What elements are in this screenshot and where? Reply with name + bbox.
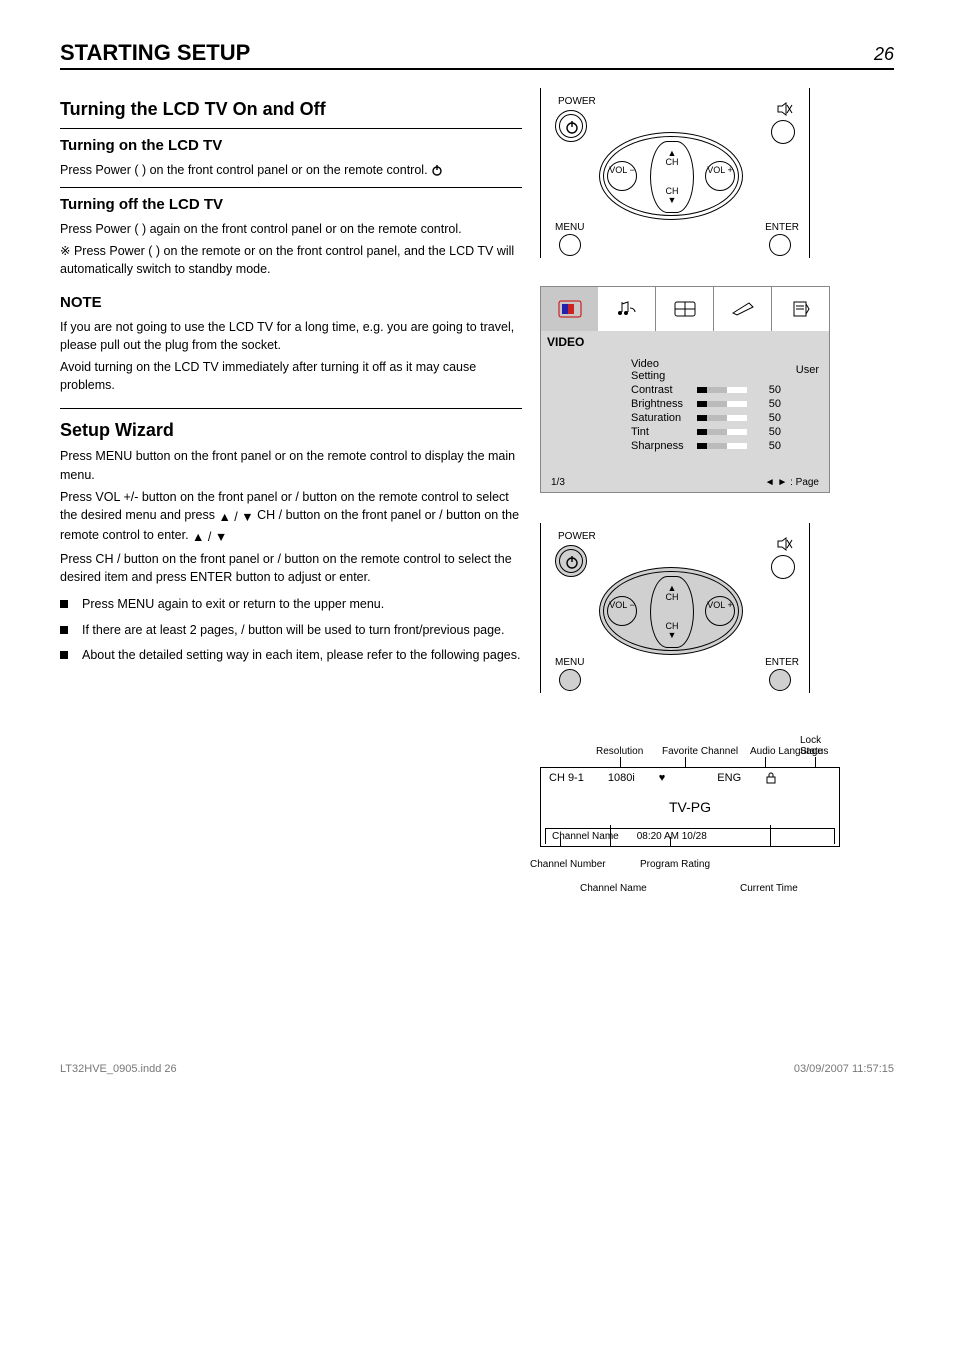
note-2: Avoid turning on the LCD TV immediately …: [60, 358, 522, 394]
heart-icon: ♥: [659, 772, 666, 787]
enter-button: [769, 234, 791, 256]
sub-off: Turning off the LCD TV: [60, 194, 522, 216]
mute-button: [771, 555, 795, 579]
note-1: If you are not going to use the LCD TV f…: [60, 318, 522, 354]
p-off-1: Press Power ( ) again on the front contr…: [60, 220, 522, 238]
p-off-2: ※ Press Power ( ) on the remote or on th…: [60, 242, 522, 278]
banner-aud: ENG: [717, 772, 741, 787]
p-on: Press Power ( ) on the front control pan…: [60, 161, 522, 181]
osd-hint: ◄ ► : Page: [765, 477, 819, 488]
remote-diagram-2: POWER ▲CH CH▼ VOL − VOL +: [540, 523, 810, 693]
enter-button: [769, 669, 791, 691]
vol-plus: VOL +: [705, 596, 735, 626]
banner-name: Channel Name: [552, 831, 619, 842]
wiz-p2: Press VOL +/- button on the front panel …: [60, 488, 522, 546]
bullet-3: About the detailed setting way in each i…: [60, 643, 522, 669]
page-number: 26: [874, 44, 894, 65]
heading-onoff: Turning the LCD TV On and Off: [60, 96, 522, 122]
remote-diagram-1: POWER ▲CH CH▼ VOL − VOL +: [540, 88, 810, 258]
wiz-p1: Press MENU button on the front panel or …: [60, 447, 522, 483]
power-icon: [555, 545, 587, 577]
heading-wizard: Setup Wizard: [60, 417, 522, 443]
power-icon: [555, 110, 587, 142]
power-icon: [431, 163, 443, 181]
bullet-1: Press MENU again to exit or return to th…: [60, 592, 522, 618]
sub-on: Turning on the LCD TV: [60, 135, 522, 157]
osd-tab-audio-icon: [598, 287, 656, 331]
footer-file: LT32HVE_0905.indd 26: [60, 1063, 177, 1075]
menu-button: [559, 669, 581, 691]
vol-minus: VOL −: [607, 596, 637, 626]
osd-menu: VIDEO Video SettingUser Contrast50 Brigh…: [540, 286, 830, 493]
note-h: NOTE: [60, 292, 522, 314]
bullet-2: If there are at least 2 pages, / button …: [60, 618, 522, 644]
osd-page: 1/3: [551, 477, 565, 488]
page-title: STARTING SETUP: [60, 40, 250, 66]
nav-pad: ▲CH CH▼ VOL − VOL +: [599, 567, 743, 655]
mute-icon: [777, 102, 793, 121]
banner-time: 08:20 AM 10/28: [637, 831, 707, 842]
mute-button: [771, 120, 795, 144]
banner-ch: CH 9-1: [549, 772, 584, 787]
banner-res: 1080i: [608, 772, 635, 787]
osd-title: VIDEO: [541, 331, 829, 353]
vol-minus: VOL −: [607, 161, 637, 191]
lock-icon: [765, 772, 777, 787]
nav-pad: ▲CH CH▼ VOL − VOL +: [599, 132, 743, 220]
wiz-p3: Press CH / button on the front panel or …: [60, 550, 522, 586]
mute-icon: [777, 537, 793, 556]
banner-rating: TV-PG: [669, 799, 711, 815]
osd-tab-channel-icon: [772, 287, 829, 331]
osd-tab-video-icon: [541, 287, 598, 331]
channel-banner-diagram: Resolution Favorite Channel Audio Langua…: [540, 721, 840, 883]
osd-tab-setup-icon: [714, 287, 772, 331]
menu-button: [559, 234, 581, 256]
osd-rows: Video SettingUser Contrast50 Brightness5…: [551, 357, 819, 453]
vol-plus: VOL +: [705, 161, 735, 191]
osd-tab-screen-icon: [656, 287, 714, 331]
footer-timestamp: 03/09/2007 11:57:15: [794, 1063, 894, 1075]
triangle-updown-icon: ▲ / ▼: [218, 508, 253, 526]
